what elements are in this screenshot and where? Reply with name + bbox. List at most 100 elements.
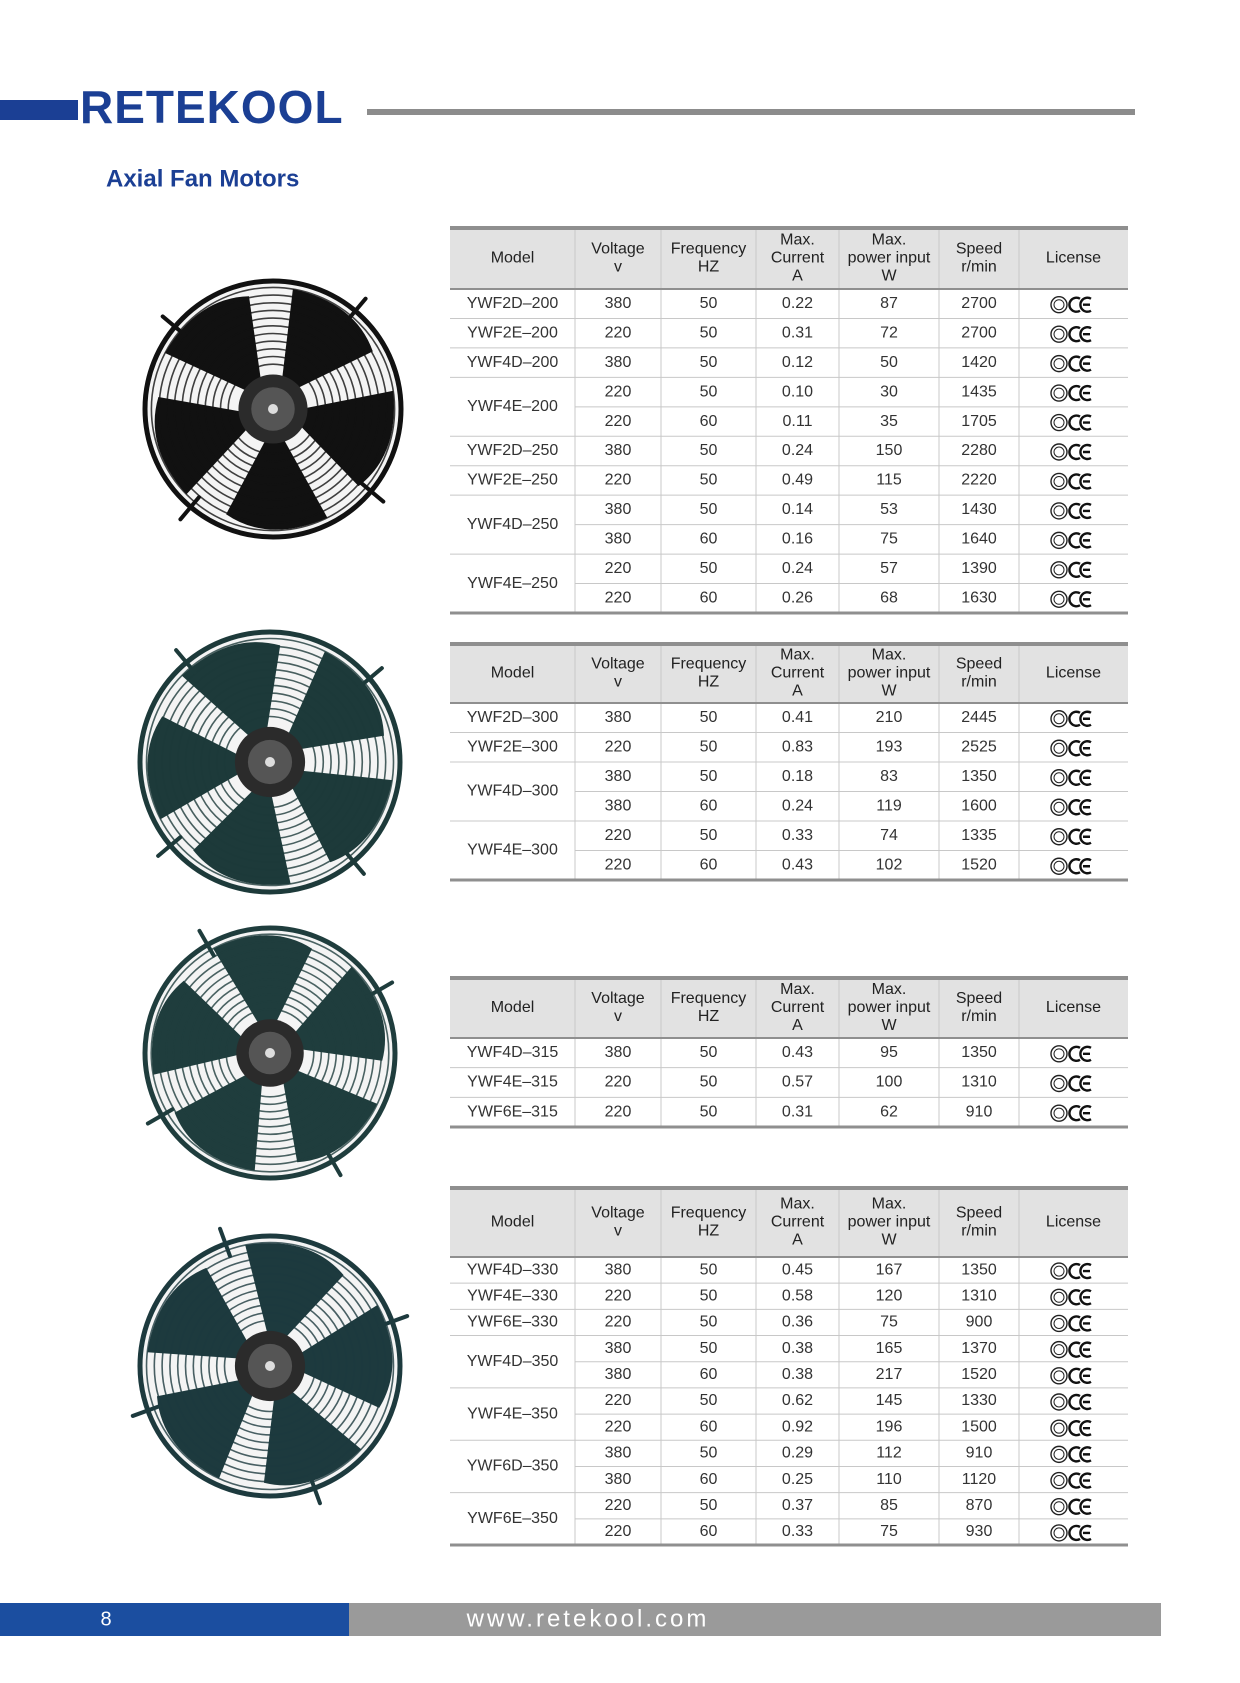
fan-guard-ring bbox=[169, 1265, 371, 1467]
fan bbox=[142, 925, 398, 1181]
fan-mount bbox=[197, 928, 216, 958]
column-header: Speed bbox=[956, 1205, 1002, 1222]
ccc-mark bbox=[1050, 1104, 1068, 1122]
spec-cell: 50 bbox=[700, 472, 718, 489]
spec-cell: 165 bbox=[876, 1340, 903, 1357]
fan bbox=[137, 629, 403, 895]
ccc-mark-inner bbox=[1053, 772, 1065, 784]
ccc-mark-inner bbox=[1053, 1501, 1065, 1513]
spec-cell: 220 bbox=[605, 1392, 632, 1409]
spec-cell: 1335 bbox=[961, 827, 997, 844]
spec-table: ModelVoltagevFrequencyHZMax.CurrentAMax.… bbox=[450, 642, 1128, 882]
ccc-mark-inner bbox=[1053, 534, 1065, 546]
ce-mark bbox=[1068, 1075, 1081, 1092]
ce-mark bbox=[1068, 326, 1081, 343]
column-header: v bbox=[614, 674, 622, 691]
page-number: 8 bbox=[100, 1608, 111, 1630]
column-header: Model bbox=[491, 665, 535, 682]
website: www.retekool.com bbox=[466, 1605, 710, 1632]
spec-cell: 75 bbox=[880, 1314, 898, 1331]
column-header: Current bbox=[771, 999, 825, 1016]
spec-cell: 930 bbox=[966, 1523, 993, 1540]
spec-cell: 50 bbox=[700, 768, 718, 785]
table-header-bg bbox=[450, 978, 1128, 1038]
fan-guard-ring bbox=[157, 940, 383, 1166]
fan-blade bbox=[147, 1267, 249, 1359]
ce-mark bbox=[1068, 1289, 1081, 1306]
ce-mark bbox=[1068, 1262, 1081, 1280]
fan-mount bbox=[377, 1314, 410, 1328]
spec-cell: 380 bbox=[605, 1366, 632, 1383]
spec-cell: 30 bbox=[880, 383, 898, 400]
fan-guard-ring bbox=[153, 1249, 387, 1483]
column-header: power input bbox=[848, 665, 931, 682]
model-cell: YWF4D–300 bbox=[467, 783, 559, 800]
spec-cell: 380 bbox=[605, 768, 632, 785]
ccc-mark-inner bbox=[1053, 593, 1065, 605]
spec-cell: 50 bbox=[700, 560, 718, 577]
column-header: A bbox=[792, 683, 803, 700]
spec-cell: 68 bbox=[880, 589, 898, 606]
ccc-mark-inner bbox=[1053, 1107, 1065, 1119]
ccc-mark bbox=[1050, 1262, 1068, 1280]
column-header: Voltage bbox=[591, 241, 644, 258]
ccc-mark-inner bbox=[1053, 358, 1065, 370]
column-header: W bbox=[881, 683, 897, 700]
spec-cell: 220 bbox=[605, 1314, 632, 1331]
column-header: Current bbox=[771, 1214, 825, 1231]
spec-cell: 115 bbox=[876, 472, 902, 489]
spec-cell: 1430 bbox=[961, 501, 997, 518]
fan-guard-ring bbox=[208, 700, 332, 824]
ccc-mark bbox=[1050, 1445, 1068, 1464]
spec-cell: 35 bbox=[880, 413, 898, 430]
ccc-mark bbox=[1050, 1498, 1068, 1516]
ce-mark bbox=[1068, 1393, 1081, 1411]
column-header: A bbox=[792, 1017, 803, 1034]
ce-mark bbox=[1068, 1498, 1081, 1515]
table-header-bg bbox=[450, 1188, 1128, 1257]
ccc-mark bbox=[1050, 1074, 1068, 1093]
spec-cell: 100 bbox=[876, 1074, 903, 1091]
spec-cell: 910 bbox=[966, 1103, 993, 1120]
column-header: Speed bbox=[956, 241, 1002, 258]
ccc-mark bbox=[1050, 1288, 1068, 1306]
column-header: Max. bbox=[872, 647, 907, 664]
spec-table: ModelVoltagevFrequencyHZMax.CurrentAMax.… bbox=[450, 1186, 1128, 1547]
column-header: Max. bbox=[780, 1196, 815, 1213]
ce-mark bbox=[1079, 561, 1092, 578]
spec-cell: 0.22 bbox=[782, 295, 813, 312]
ce-mark bbox=[1068, 1367, 1081, 1385]
spec-cell: 0.57 bbox=[782, 1074, 813, 1091]
model-cell: YWF4D–350 bbox=[467, 1353, 559, 1370]
ccc-mark bbox=[1050, 1524, 1068, 1542]
spec-cell: 220 bbox=[605, 738, 632, 755]
spec-cell: 0.49 bbox=[782, 472, 813, 489]
fan-images bbox=[130, 278, 410, 1506]
ce-mark bbox=[1079, 740, 1092, 757]
fan-guard-ring bbox=[223, 1319, 317, 1413]
ccc-mark bbox=[1050, 828, 1068, 846]
fan-guard-ring bbox=[172, 955, 368, 1151]
ce-mark bbox=[1079, 799, 1092, 816]
spec-cell: 0.62 bbox=[782, 1392, 813, 1409]
ce-mark bbox=[1068, 1104, 1081, 1122]
ce-mark bbox=[1079, 296, 1092, 313]
brand: RETEKOOL bbox=[80, 81, 344, 133]
spec-cell: 0.83 bbox=[782, 738, 813, 755]
fan-blade bbox=[174, 1073, 263, 1171]
column-header: r/min bbox=[961, 1008, 997, 1025]
ce-mark bbox=[1079, 384, 1092, 402]
column-header: A bbox=[792, 1232, 803, 1249]
fan-blade bbox=[290, 770, 393, 863]
fan-mount bbox=[156, 835, 183, 858]
spec-cell: 220 bbox=[605, 589, 632, 606]
fan-guard-ring bbox=[184, 676, 356, 848]
fan-mount bbox=[365, 980, 395, 999]
spec-cell: 1705 bbox=[961, 413, 997, 430]
spec-cell: 50 bbox=[700, 738, 718, 755]
spec-cell: 50 bbox=[700, 827, 718, 844]
spec-cell: 380 bbox=[605, 1445, 632, 1462]
spec-cell: 0.92 bbox=[782, 1418, 813, 1435]
fan-guard-ring bbox=[200, 692, 340, 832]
column-header: v bbox=[614, 259, 622, 276]
